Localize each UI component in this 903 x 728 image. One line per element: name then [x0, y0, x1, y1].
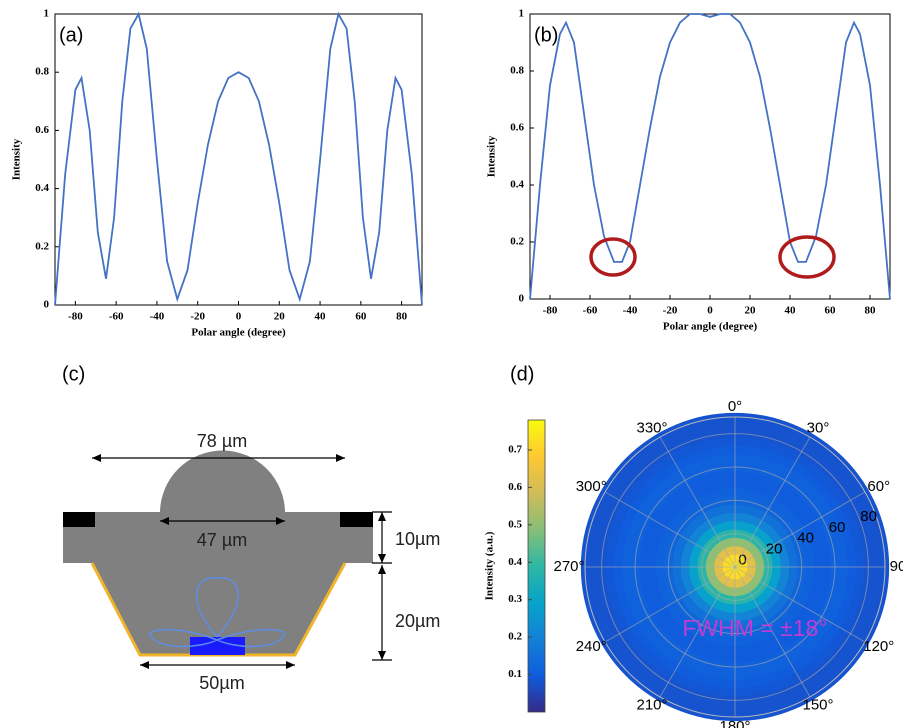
x-tick-label: -40 [150, 311, 165, 323]
colorbar-tick-label: 0.1 [508, 668, 522, 680]
dimension-label: 78 µm [197, 431, 247, 451]
x-tick-label: 20 [745, 305, 757, 317]
x-tick-label: 80 [396, 311, 408, 323]
dimension-label: 47 µm [197, 530, 247, 550]
diagram-c: 78 µm 47 µm 10µm 20µm 50µm (c) [62, 363, 440, 692]
colorbar-tick-label: 0.6 [508, 481, 522, 493]
polar-spoke [734, 566, 866, 643]
colorbar-tick-label: 0.4 [508, 556, 522, 568]
highlight-circle [778, 235, 836, 279]
theta-tick-label: 60° [867, 478, 890, 495]
dimension-label: 10µm [395, 529, 440, 549]
x-tick-label: 60 [825, 305, 837, 317]
x-tick-label: -20 [190, 311, 205, 323]
polar-spoke [604, 566, 736, 643]
y-tick-label: 0.2 [35, 240, 49, 252]
colorbar-tick-label: 0.3 [508, 593, 522, 605]
colorbar-tick-label: 0.2 [508, 631, 522, 643]
theta-tick-label: 240° [576, 638, 607, 655]
annotation: FWHM = ±18° [682, 615, 827, 641]
theta-tick-label: 90° [890, 558, 903, 575]
x-tick-label: 80 [865, 305, 877, 317]
highlight-circle [589, 237, 637, 277]
theta-tick-label: 30° [807, 419, 830, 436]
y-axis-label: Intensity [486, 135, 498, 177]
x-tick-label: -80 [543, 305, 558, 317]
panel-label: (b) [534, 24, 558, 46]
x-tick-label: 0 [236, 311, 242, 323]
polar-spoke [604, 491, 736, 568]
dome [160, 450, 285, 513]
x-axis-label: Polar angle (degree) [663, 321, 758, 333]
y-tick-label: 0.8 [510, 65, 524, 77]
theta-tick-label: 330° [636, 419, 667, 436]
y-tick-label: 1 [44, 8, 50, 20]
y-tick-label: 0.6 [510, 122, 524, 134]
polar-spoke [659, 436, 736, 568]
colorbar-tick-label: 0.5 [508, 518, 522, 530]
y-tick-label: 0.8 [35, 66, 49, 78]
emission-lobes [149, 577, 286, 648]
y-tick-label: 1 [519, 8, 525, 20]
y-tick-label: 0 [44, 299, 50, 311]
theta-tick-label: 210° [636, 697, 667, 714]
x-tick-label: -40 [623, 305, 638, 317]
theta-tick-label: 120° [863, 638, 894, 655]
panel-label: (a) [59, 24, 83, 46]
r-tick-label: 80 [860, 508, 877, 525]
y-tick-label: 0.6 [35, 124, 49, 136]
x-tick-label: -60 [583, 305, 598, 317]
polar-spoke [734, 566, 811, 698]
x-axis-label: Polar angle (degree) [191, 327, 286, 339]
electrode [340, 512, 373, 527]
plot-frame [54, 13, 423, 306]
x-tick-label: 60 [355, 311, 367, 323]
x-tick-label: -60 [109, 311, 124, 323]
r-tick-label: 0 [738, 551, 746, 568]
line-series [54, 11, 423, 306]
theta-tick-label: 0° [728, 398, 742, 415]
line-series [529, 13, 891, 300]
r-tick-label: 40 [797, 530, 814, 547]
x-tick-label: -80 [68, 311, 83, 323]
electrode [63, 512, 95, 527]
colorbar-tick-label: 0.7 [508, 443, 522, 455]
theta-tick-label: 150° [802, 697, 833, 714]
colorbar [527, 419, 546, 713]
plot-frame [529, 13, 891, 300]
dimension-label: 20µm [395, 611, 440, 631]
theta-tick-label: 180° [719, 718, 750, 728]
theta-tick-label: 270° [553, 558, 584, 575]
x-tick-label: 40 [785, 305, 797, 317]
polar-spoke [734, 436, 811, 568]
polar-spoke [659, 566, 736, 698]
arrowheads [92, 454, 386, 669]
y-tick-label: 0.2 [510, 236, 524, 248]
x-tick-label: 40 [315, 311, 327, 323]
r-tick-label: 20 [766, 541, 783, 558]
r-tick-label: 60 [829, 519, 846, 536]
x-tick-label: 0 [707, 305, 713, 317]
y-axis-label: Intensity [11, 138, 23, 180]
x-tick-label: 20 [274, 311, 286, 323]
y-tick-label: 0 [519, 293, 525, 305]
theta-tick-label: 300° [576, 478, 607, 495]
colorbar-label: Intensity (a.u.) [484, 531, 496, 600]
panel-label: (d) [510, 363, 534, 385]
panel-label: (c) [62, 363, 85, 385]
led [190, 637, 245, 655]
y-tick-label: 0.4 [35, 182, 49, 194]
x-tick-label: -20 [663, 305, 678, 317]
y-tick-label: 0.4 [510, 179, 524, 191]
polar-spoke [734, 491, 866, 568]
dimension-label: 50µm [199, 673, 244, 693]
